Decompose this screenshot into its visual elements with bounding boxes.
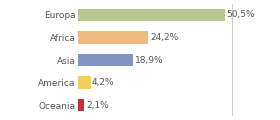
Bar bbox=[78, 99, 85, 111]
Bar bbox=[78, 76, 90, 89]
Text: 4,2%: 4,2% bbox=[92, 78, 115, 87]
Text: 24,2%: 24,2% bbox=[150, 33, 178, 42]
Bar bbox=[78, 31, 148, 44]
Bar bbox=[78, 9, 225, 21]
Bar bbox=[78, 54, 133, 66]
Text: 50,5%: 50,5% bbox=[226, 10, 255, 19]
Text: 2,1%: 2,1% bbox=[86, 101, 109, 110]
Text: 18,9%: 18,9% bbox=[135, 55, 163, 65]
